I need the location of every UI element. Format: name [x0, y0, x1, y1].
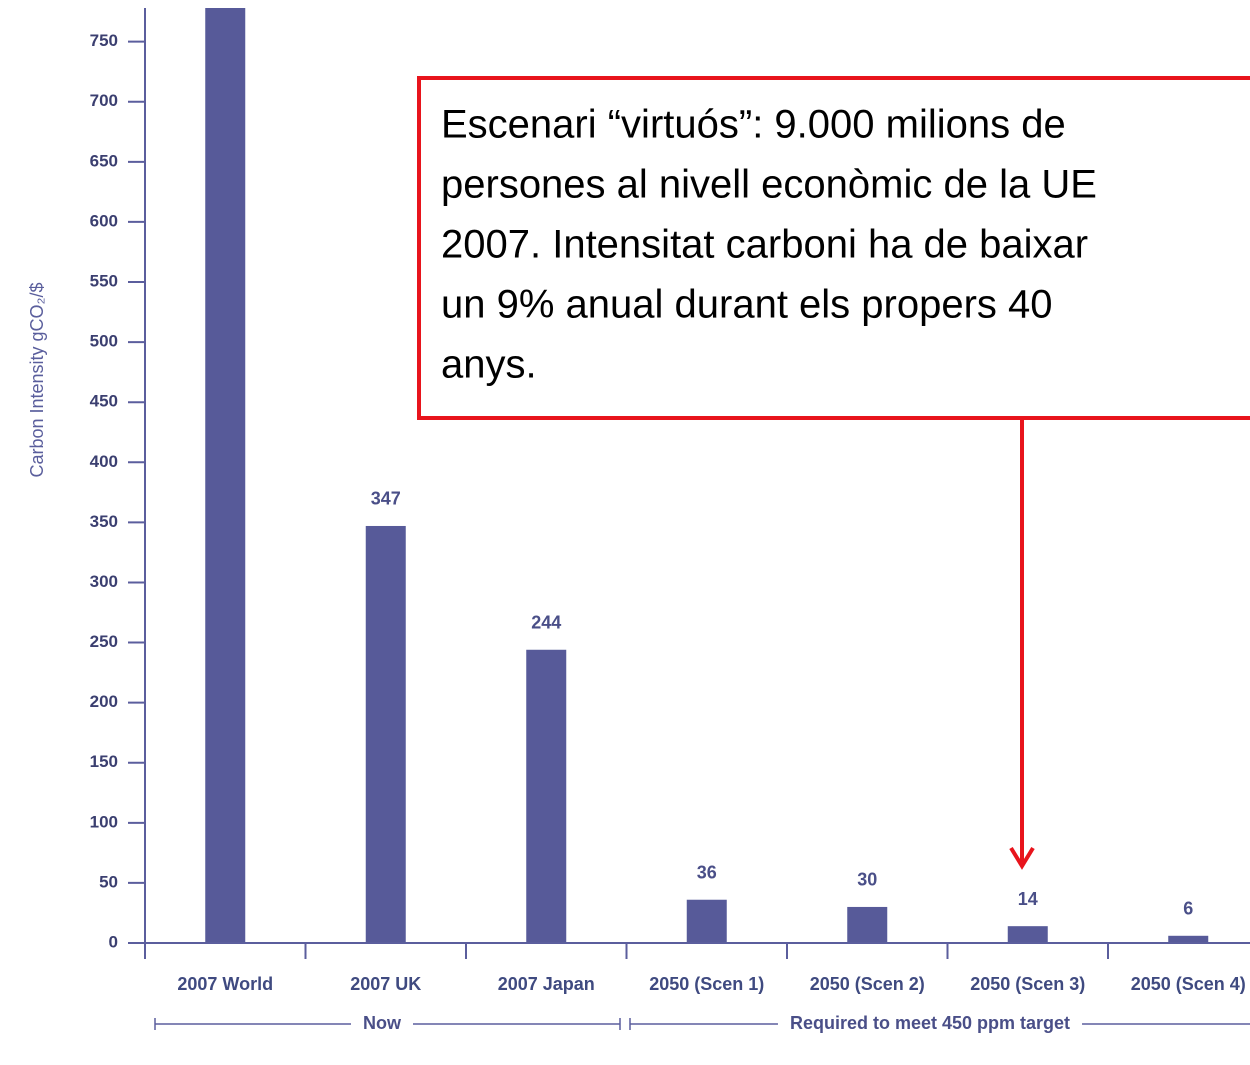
- value-label: 36: [697, 862, 717, 882]
- annotation-line: 2007. Intensitat carboni ha de baixar: [441, 223, 1088, 267]
- bar: [365, 525, 406, 943]
- y-tick-label: 100: [90, 812, 118, 831]
- x-tick-label: 2007 Japan: [498, 974, 595, 994]
- bar: [1007, 926, 1048, 943]
- y-tick-label: 500: [90, 332, 118, 351]
- bar: [1168, 935, 1209, 943]
- bar: [847, 906, 888, 943]
- x-tick-label: 2007 World: [177, 974, 273, 994]
- value-label: 30: [857, 870, 877, 890]
- group-label: Now: [363, 1013, 402, 1033]
- annotation-line: un 9% anual durant els propers 40: [441, 283, 1053, 327]
- x-tick-label: 2050 (Scen 1): [649, 974, 764, 994]
- y-tick-label: 50: [99, 872, 118, 891]
- y-tick-label: 700: [90, 91, 118, 110]
- y-tick-label: 750: [90, 31, 118, 50]
- bar: [686, 899, 727, 943]
- y-tick-label: 250: [90, 632, 118, 651]
- y-tick-label: 400: [90, 452, 118, 471]
- y-tick-label: 450: [90, 392, 118, 411]
- y-tick-label: 150: [90, 752, 118, 771]
- value-label: 6: [1183, 899, 1193, 919]
- x-tick-label: 2050 (Scen 4): [1131, 974, 1246, 994]
- arrow-head: [1009, 846, 1035, 870]
- value-label: 14: [1018, 889, 1038, 909]
- group-label: Required to meet 450 ppm target: [790, 1013, 1070, 1033]
- bar: [205, 8, 246, 943]
- y-tick-label: 550: [90, 271, 118, 290]
- y-tick-label: 0: [109, 932, 118, 951]
- y-tick-label: 600: [90, 211, 118, 230]
- bar: [526, 649, 567, 943]
- annotation-line: persones al nivell econòmic de la UE: [441, 163, 1097, 207]
- y-tick-label: 300: [90, 572, 118, 591]
- x-tick-label: 2050 (Scen 2): [810, 974, 925, 994]
- x-tick-label: 2050 (Scen 3): [970, 974, 1085, 994]
- annotation-line: Escenari “virtuós”: 9.000 milions de: [441, 103, 1066, 147]
- y-tick-label: 350: [90, 512, 118, 531]
- annotation-box: [417, 76, 1250, 420]
- y-tick-label: 200: [90, 692, 118, 711]
- value-label: 347: [371, 489, 401, 509]
- x-tick-label: 2007 UK: [350, 974, 421, 994]
- annotation-line: anys.: [441, 343, 537, 387]
- y-tick-label: 650: [90, 151, 118, 170]
- y-axis-label: Carbon Intensity gCO₂/$: [27, 282, 47, 477]
- value-label: 244: [531, 613, 561, 633]
